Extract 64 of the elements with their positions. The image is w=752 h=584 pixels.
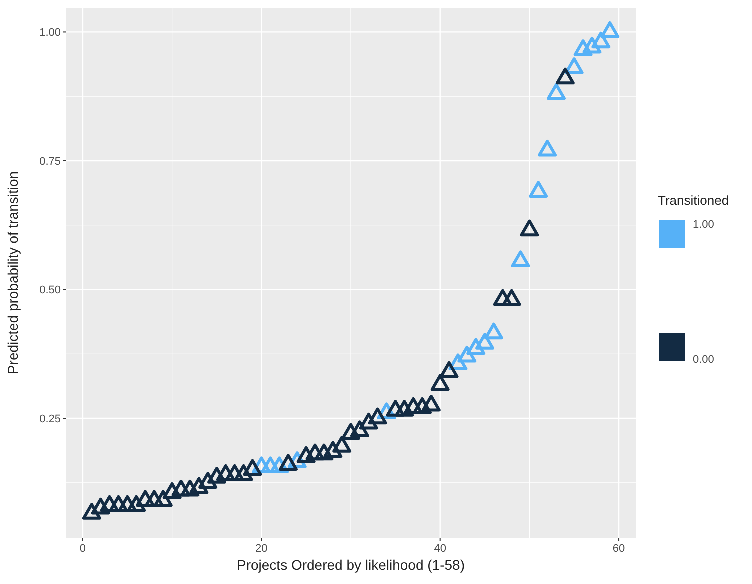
point bbox=[582, 36, 602, 54]
point bbox=[190, 477, 209, 494]
point bbox=[574, 40, 593, 56]
point bbox=[502, 289, 522, 306]
point bbox=[413, 398, 432, 414]
text: 0.00 bbox=[693, 354, 714, 366]
point bbox=[600, 22, 620, 38]
x-axis-title: Projects Ordered by likelihood (1-58) bbox=[237, 557, 465, 573]
point bbox=[180, 480, 200, 497]
point bbox=[476, 333, 494, 350]
point bbox=[234, 464, 254, 482]
point bbox=[386, 400, 406, 417]
point bbox=[154, 490, 173, 508]
point bbox=[342, 423, 360, 440]
point bbox=[592, 32, 611, 49]
legend-title: Transitioned bbox=[658, 193, 730, 208]
point bbox=[404, 398, 424, 414]
point bbox=[278, 454, 298, 471]
point bbox=[109, 495, 128, 512]
y-tick-label: 0.75 bbox=[40, 156, 61, 168]
point bbox=[430, 374, 450, 392]
point bbox=[118, 495, 138, 512]
point bbox=[332, 436, 352, 453]
point bbox=[359, 412, 378, 430]
point bbox=[556, 68, 575, 85]
point bbox=[520, 220, 540, 237]
y-tick-label: 1.00 bbox=[40, 27, 61, 40]
point bbox=[350, 420, 370, 438]
point bbox=[198, 472, 218, 489]
point bbox=[172, 480, 191, 497]
point bbox=[162, 482, 182, 500]
point bbox=[493, 289, 512, 306]
point bbox=[136, 490, 155, 508]
point bbox=[395, 400, 414, 417]
point bbox=[208, 467, 226, 484]
point bbox=[91, 498, 110, 515]
point bbox=[306, 444, 325, 461]
y-tick-label: 0.25 bbox=[40, 413, 61, 426]
x-tick-label: 40 bbox=[434, 543, 446, 555]
point bbox=[127, 495, 146, 512]
point bbox=[538, 140, 558, 157]
point bbox=[225, 464, 244, 482]
point bbox=[440, 361, 459, 378]
point bbox=[529, 181, 548, 198]
y-axis-title: Predicted probability of transition bbox=[5, 171, 21, 375]
point bbox=[100, 495, 120, 512]
point bbox=[296, 446, 316, 464]
point bbox=[458, 346, 477, 363]
point bbox=[216, 464, 236, 482]
point bbox=[547, 83, 566, 100]
point bbox=[466, 338, 486, 356]
x-tick-label: 20 bbox=[256, 543, 268, 555]
y-tick-label: 0.50 bbox=[40, 284, 61, 297]
point bbox=[422, 394, 441, 412]
x-tick-label: 60 bbox=[612, 543, 626, 555]
point bbox=[324, 441, 343, 458]
point bbox=[314, 444, 334, 461]
text: 1.00 bbox=[693, 219, 714, 231]
point bbox=[484, 322, 504, 340]
x-tick-label: 0 bbox=[80, 543, 86, 555]
point bbox=[368, 408, 388, 425]
point bbox=[82, 503, 102, 520]
point bbox=[511, 250, 530, 268]
point bbox=[243, 459, 262, 476]
